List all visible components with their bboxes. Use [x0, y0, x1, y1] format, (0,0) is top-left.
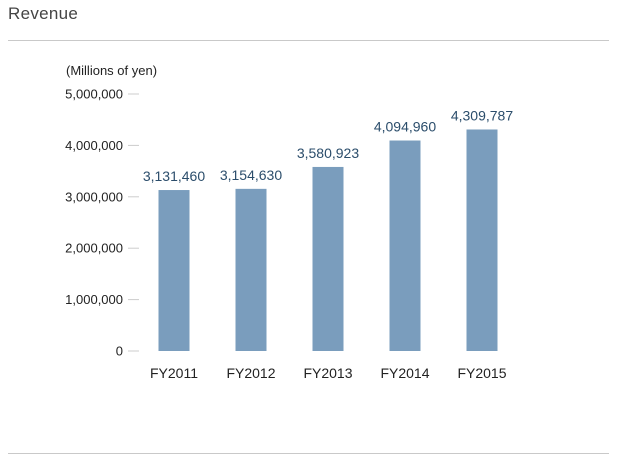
y-tick-label: 3,000,000 — [65, 189, 123, 204]
bar — [235, 188, 267, 351]
top-divider — [8, 40, 609, 41]
bar-value-label: 4,309,787 — [451, 107, 513, 123]
y-tick-label: 1,000,000 — [65, 292, 123, 307]
bar-value-label: 4,094,960 — [374, 119, 436, 135]
bar-value-label: 3,580,923 — [297, 145, 359, 161]
x-category-label: FY2015 — [457, 365, 506, 381]
bar — [389, 140, 421, 351]
bar — [466, 129, 498, 351]
y-tick-label: 4,000,000 — [65, 138, 123, 153]
bar — [312, 166, 344, 351]
y-axis-unit-label: (Millions of yen) — [66, 63, 157, 78]
x-category-label: FY2013 — [303, 365, 352, 381]
bottom-divider — [8, 453, 609, 454]
x-category-label: FY2014 — [380, 365, 429, 381]
bar — [158, 190, 190, 351]
y-tick-label: 2,000,000 — [65, 241, 123, 256]
bar-value-label: 3,154,630 — [220, 167, 282, 183]
y-tick-label: 5,000,000 — [65, 87, 123, 102]
y-tick-label: 0 — [116, 344, 123, 359]
x-category-label: FY2012 — [226, 365, 275, 381]
section-title: Revenue — [8, 4, 79, 23]
x-category-label: FY2011 — [150, 365, 198, 381]
bar-value-label: 3,131,460 — [143, 168, 205, 184]
